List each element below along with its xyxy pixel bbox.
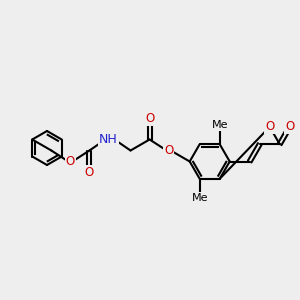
Text: O: O xyxy=(66,155,75,168)
Text: O: O xyxy=(85,166,94,179)
Text: NH: NH xyxy=(99,133,118,146)
Text: O: O xyxy=(164,144,173,157)
Text: O: O xyxy=(285,120,294,134)
Text: O: O xyxy=(145,112,154,125)
Text: O: O xyxy=(265,120,274,134)
Text: Me: Me xyxy=(212,120,228,130)
Text: Me: Me xyxy=(191,193,208,203)
